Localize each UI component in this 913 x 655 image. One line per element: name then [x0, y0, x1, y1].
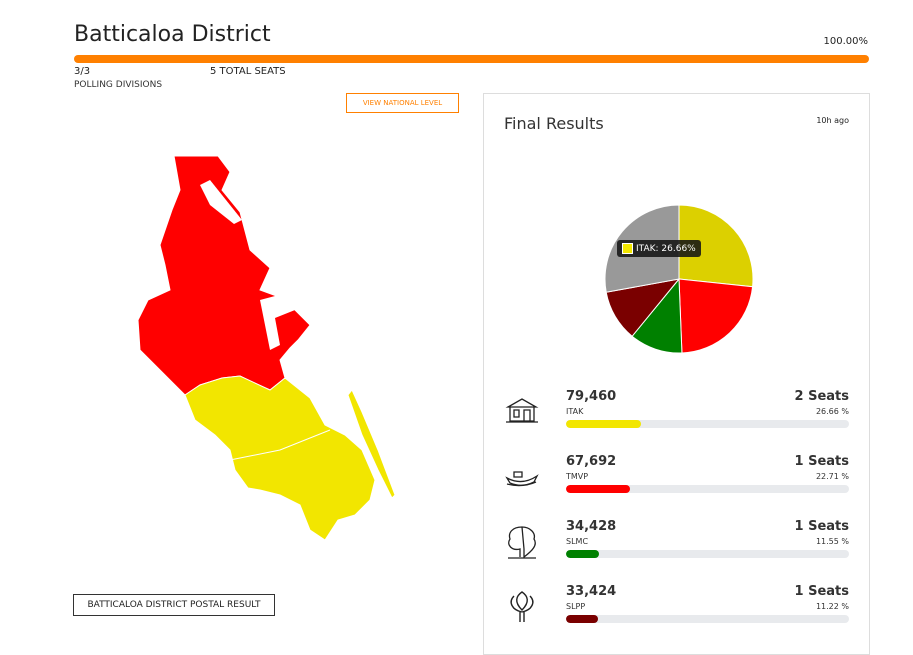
progress-bar	[74, 55, 869, 63]
party-name: SLPP	[566, 602, 586, 611]
party-percent: 26.66 %	[815, 407, 849, 416]
party-vote-bar	[566, 420, 849, 428]
party-name: SLMC	[566, 537, 589, 546]
party-seats: 1 Seats	[794, 519, 849, 534]
party-name: TMVP	[566, 472, 589, 481]
polling-divisions-label: POLLING DIVISIONS	[74, 80, 163, 90]
party-row: 34,428 SLMC 1 Seats 11.55 %	[504, 519, 849, 579]
district-map	[137, 155, 396, 541]
map-region-coast[interactable]	[347, 389, 396, 499]
party-percent: 11.55 %	[815, 537, 849, 546]
pie-tooltip: ITAK: 26.66%	[617, 240, 701, 257]
postal-result-button[interactable]: BATTICALOA DISTRICT POSTAL RESULT	[73, 594, 275, 616]
tree-icon	[508, 526, 536, 559]
party-votes: 33,424	[566, 584, 617, 599]
house-icon	[505, 398, 539, 423]
pie-slice-itak[interactable]	[678, 204, 754, 288]
party-votes: 79,460	[566, 389, 617, 404]
party-row: 79,460 ITAK 2 Seats 26.66 %	[504, 389, 849, 449]
boat-icon	[505, 471, 539, 487]
updated-time: 10h ago	[816, 116, 849, 125]
page-title: Batticaloa District	[74, 22, 271, 47]
party-vote-bar-fill	[566, 550, 599, 558]
party-seats: 1 Seats	[794, 584, 849, 599]
party-vote-bar	[566, 550, 849, 558]
party-vote-bar	[566, 615, 849, 623]
view-national-level-button[interactable]: VIEW NATIONAL LEVEL	[346, 93, 459, 113]
party-vote-bar-fill	[566, 485, 631, 493]
tooltip-swatch	[622, 243, 633, 254]
party-vote-bar-fill	[566, 615, 598, 623]
party-name: ITAK	[566, 407, 584, 416]
party-row: 33,424 SLPP 1 Seats 11.22 %	[504, 584, 849, 644]
party-votes: 67,692	[566, 454, 617, 469]
flower-bud-icon	[510, 591, 534, 622]
polling-divisions-count: 3/3	[74, 66, 91, 77]
party-percent: 22.71 %	[815, 472, 849, 481]
panel-title: Final Results	[504, 114, 604, 133]
map-gap	[200, 180, 242, 224]
progress-percent: 100.00%	[823, 36, 869, 47]
party-row: 67,692 TMVP 1 Seats 22.71 %	[504, 454, 849, 514]
party-percent: 11.22 %	[815, 602, 849, 611]
map-border	[229, 429, 331, 461]
results-pie-chart	[604, 204, 754, 354]
total-seats: 5 TOTAL SEATS	[210, 66, 286, 77]
pie-slice-tmvp[interactable]	[678, 278, 754, 354]
party-seats: 1 Seats	[794, 454, 849, 469]
party-votes: 34,428	[566, 519, 617, 534]
party-vote-bar	[566, 485, 849, 493]
tooltip-text: ITAK: 26.66%	[636, 243, 696, 254]
map-region-north[interactable]	[137, 155, 311, 396]
final-results-panel: Final Results 10h ago ITAK: 26.66% 79,46…	[483, 93, 870, 655]
map-gap	[260, 292, 300, 350]
party-seats: 2 Seats	[794, 389, 849, 404]
party-vote-bar-fill	[566, 420, 642, 428]
map-region-south[interactable]	[184, 375, 376, 541]
